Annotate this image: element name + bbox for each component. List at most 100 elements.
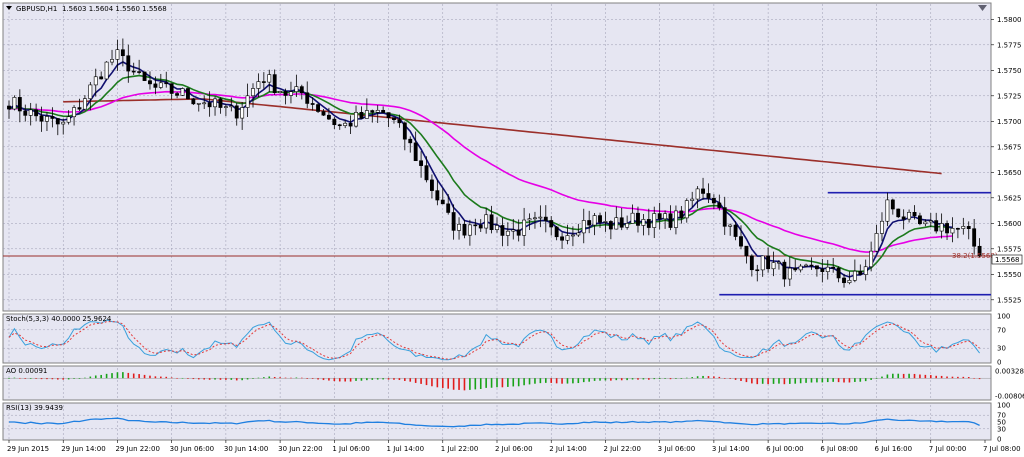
ao-bars: [3, 372, 991, 391]
ao-bar: [892, 373, 894, 379]
candle-body: [408, 138, 413, 144]
candle-body: [364, 110, 369, 119]
price-tick-label: 1.5750: [997, 67, 1022, 75]
candle-body: [435, 190, 440, 201]
ao-bar: [355, 378, 357, 381]
candle-body: [354, 112, 358, 127]
ao-bar: [425, 378, 428, 386]
candle-body: [912, 211, 917, 217]
ao-bar: [295, 377, 298, 379]
ao-bar: [46, 378, 48, 380]
candle-body: [928, 220, 933, 223]
time-tick-label: 3 Jul 06:00: [658, 445, 696, 453]
ao-bar: [740, 378, 742, 381]
candle-body: [451, 212, 456, 231]
candle-body: [283, 91, 288, 96]
ao-bar: [924, 374, 927, 379]
ao-bar: [539, 378, 542, 384]
candle-body: [641, 219, 646, 226]
ao-bar: [246, 378, 249, 380]
candle-body: [625, 223, 630, 228]
ao-bar: [767, 378, 769, 385]
price-tick-label: 1.5775: [997, 41, 1022, 49]
candle-body: [104, 61, 109, 80]
ao-bar: [51, 378, 54, 380]
ao-bar: [290, 377, 292, 379]
candle-body: [836, 267, 841, 279]
ao-bar: [208, 378, 211, 380]
candle-body: [343, 122, 348, 126]
candle-body: [12, 97, 17, 110]
candle-body: [413, 142, 418, 162]
stochastic-panel: 100 70 30 0 Stoch(5,3,3) 40.0000 25.9624: [2, 313, 1010, 367]
price-tick-label: 1.5525: [997, 296, 1022, 304]
ao-bar: [24, 378, 27, 379]
candle-body: [652, 213, 657, 228]
ao-bar: [691, 377, 693, 379]
candle-body: [977, 245, 982, 257]
ao-bar: [832, 378, 834, 382]
ao-bar: [658, 378, 661, 380]
stoch-tick-label: 30: [997, 345, 1006, 353]
candle-body: [234, 105, 239, 119]
ao-bar: [344, 378, 346, 382]
stochastic-grid: [3, 316, 991, 362]
candle-body: [478, 224, 483, 229]
ao-bar: [273, 376, 276, 379]
candle-body: [608, 221, 613, 230]
candle-body: [375, 109, 380, 113]
time-tick-label: 2 Jul 14:00: [549, 445, 587, 453]
candle-body: [890, 199, 895, 210]
ao-bar: [837, 378, 840, 383]
time-tick-label: 7 Jul 00:00: [929, 445, 967, 453]
ao-bar: [528, 378, 531, 385]
ao-bar: [816, 378, 818, 383]
ao-bar: [935, 375, 937, 379]
ao-bar: [317, 378, 319, 380]
ao-bar: [105, 373, 108, 379]
ao-bar: [94, 375, 97, 379]
ao-bar: [230, 378, 233, 380]
ao-bar: [962, 376, 965, 379]
ao-bar: [886, 374, 889, 379]
candle-body: [939, 223, 944, 232]
candle-body: [261, 81, 266, 83]
ao-bar: [929, 375, 932, 379]
candle-body: [565, 235, 570, 241]
price-tick-label: 1.5675: [997, 143, 1022, 151]
time-tick-label: 3 Jul 14:00: [712, 445, 750, 453]
ao-bar: [349, 378, 352, 382]
ao-bar: [620, 378, 623, 381]
ao-bar: [718, 376, 721, 379]
ao-bar: [431, 378, 433, 387]
scroll-shift-icon[interactable]: [978, 5, 987, 11]
time-tick-label: 6 Jul 08:00: [820, 445, 858, 453]
candle-body: [869, 250, 874, 268]
ao-bar: [810, 378, 813, 383]
candle-body: [23, 110, 28, 116]
ao-bar: [376, 378, 379, 380]
ao-bar: [507, 378, 509, 387]
candle-body: [809, 264, 814, 267]
ao-bar: [826, 378, 829, 383]
ao-bar: [84, 377, 86, 379]
candle-body: [305, 92, 310, 104]
ao-bar: [490, 378, 493, 388]
candle-body: [72, 107, 76, 118]
ao-bar: [420, 378, 422, 384]
ao-bar: [843, 378, 845, 383]
candle-body: [310, 103, 315, 105]
fib-level-label: 38.2(1.5568): [952, 252, 998, 260]
ma-magenta-line: [8, 90, 953, 253]
candle-body: [581, 220, 586, 234]
candle-body: [603, 221, 608, 223]
ao-bar: [821, 378, 824, 383]
candle-body: [34, 109, 39, 117]
candle-body: [755, 269, 760, 272]
candle-body: [50, 116, 55, 119]
ao-bar: [181, 377, 184, 379]
stoch-tick-label: 100: [997, 313, 1010, 321]
candle-body: [804, 264, 808, 267]
candle-body: [88, 84, 93, 99]
